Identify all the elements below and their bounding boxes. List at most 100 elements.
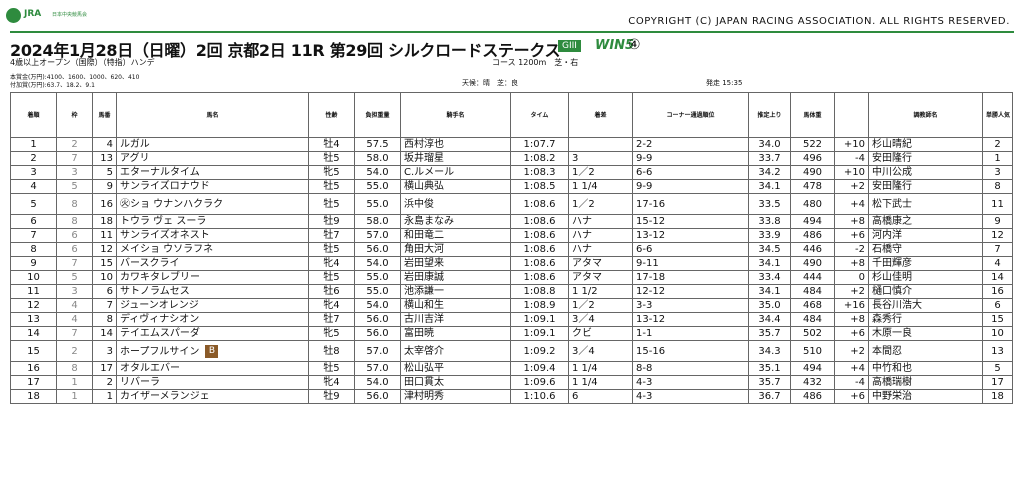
trainer-value: 河内洋 bbox=[872, 230, 902, 241]
cell-num: 10 bbox=[92, 270, 117, 285]
weight-value: 58.0 bbox=[366, 216, 389, 227]
cell-pos: 3 bbox=[10, 165, 57, 180]
win5-logo: WIN5 bbox=[595, 38, 635, 53]
horse-value: バースクライ bbox=[120, 258, 180, 269]
weight-value: 54.0 bbox=[366, 377, 389, 388]
cell-weight: 54.0 bbox=[354, 165, 401, 180]
cell-frame: 2 bbox=[56, 137, 93, 152]
cell-sex: 牡6 bbox=[308, 284, 355, 299]
cell-horse: エターナルタイム bbox=[116, 165, 309, 180]
cell-weight: 55.0 bbox=[354, 179, 401, 194]
cell-jockey: 松山弘平 bbox=[400, 361, 511, 376]
jockey-value: 富田暁 bbox=[404, 328, 434, 339]
pos-value: 16 bbox=[27, 363, 40, 374]
margin-value: 1／2 bbox=[572, 167, 595, 178]
trainer-value: 本間忍 bbox=[872, 345, 902, 357]
cell-last3f: 33.8 bbox=[748, 214, 791, 229]
diff-value: -2 bbox=[855, 244, 865, 255]
corner-value: 15-16 bbox=[636, 345, 666, 357]
horse-value: アグリ bbox=[120, 153, 150, 164]
table-row: 4 5 9 サンライズロナウド 牡5 55.0 横山典弘 1:08.5 1 1/4 9-9 34.1… bbox=[10, 179, 1013, 194]
cell-horse: サンライズロナウド bbox=[116, 179, 309, 194]
cell-sex: 牡5 bbox=[308, 179, 355, 194]
table-row: 11 3 6 サトノラムセス 牡6 55.0 池添謙一 1:08.8 1 1/2 12-12 34.… bbox=[10, 284, 1013, 299]
cell-num: 13 bbox=[92, 151, 117, 166]
table-header: 着順枠馬番 馬名 性齢 負担重量 騎手名 タイム 着差 コーナー通過順位 推定上り 馬体重 調教師名… bbox=[10, 92, 1013, 138]
sex-value: 牝4 bbox=[323, 258, 340, 269]
cell-pop: 7 bbox=[982, 242, 1013, 257]
cell-last3f: 33.4 bbox=[748, 270, 791, 285]
margin-value: 1／2 bbox=[572, 300, 595, 311]
sex-value: 牡8 bbox=[323, 345, 340, 357]
pop-value: 8 bbox=[994, 181, 1001, 192]
trainer-value: 松下武士 bbox=[872, 198, 912, 210]
jockey-value: C.ルメール bbox=[404, 167, 455, 178]
cell-jockey: 岩田康誠 bbox=[400, 270, 511, 285]
cell-weight: 56.0 bbox=[354, 312, 401, 327]
cell-diff: +6 bbox=[834, 326, 869, 341]
table-row: 7 6 11 サンライズオネスト 牡7 57.0 和田竜二 1:08.6 ハナ 13-12 33.9… bbox=[10, 228, 1013, 243]
pop-value: 18 bbox=[991, 391, 1004, 402]
cell-corner: 8-8 bbox=[632, 361, 749, 376]
cell-diff: -4 bbox=[834, 375, 869, 390]
trainer-value: 安田隆行 bbox=[872, 153, 912, 164]
table-row: 9 7 15 バースクライ 牝4 54.0 岩田望来 1:08.6 アタマ 9-11 34.1 490… bbox=[10, 256, 1013, 271]
cell-jockey: 津村明秀 bbox=[400, 389, 511, 404]
horse-value: リバーラ bbox=[120, 377, 160, 388]
horse-value: ㊋ショ ウナンハクラク bbox=[120, 198, 224, 210]
horse-value: サンライズロナウド bbox=[120, 181, 210, 192]
margin-value: 6 bbox=[572, 391, 579, 402]
cell-time: 1:08.3 bbox=[510, 165, 569, 180]
weight-value: 55.0 bbox=[366, 286, 389, 297]
cell-time: 1:09.1 bbox=[510, 326, 569, 341]
cell-horse: オタルエバー bbox=[116, 361, 309, 376]
last3f-value: 33.4 bbox=[758, 272, 781, 283]
corner-value: 17-18 bbox=[636, 272, 666, 283]
diff-value: +2 bbox=[850, 286, 865, 297]
weight-value: 56.0 bbox=[366, 328, 389, 339]
jockey-value: 角田大河 bbox=[404, 244, 444, 255]
cell-body: 478 bbox=[790, 179, 835, 194]
jockey-value: 津村明秀 bbox=[404, 391, 444, 402]
pop-value: 2 bbox=[994, 139, 1001, 150]
horse-value: エターナルタイム bbox=[120, 167, 200, 178]
sex-value: 牡7 bbox=[323, 314, 340, 325]
cell-weight: 56.0 bbox=[354, 242, 401, 257]
cell-corner: 17-18 bbox=[632, 270, 749, 285]
table-row: 18 1 1 カイザーメランジェ 牡9 56.0 津村明秀 1:10.6 6 4-3 36.7 486… bbox=[10, 389, 1013, 404]
num-value: 1 bbox=[106, 391, 113, 402]
margin-value: 1 1/4 bbox=[572, 181, 598, 192]
time-value: 1:08.6 bbox=[523, 216, 556, 227]
trainer-value: 長谷川浩大 bbox=[872, 300, 922, 311]
race-title: 2024年1月28日（日曜）2回 京都2日 11R 第29回 シルクロードステー… bbox=[10, 41, 561, 60]
table-row: 1 2 4 ルガル 牡4 57.5 西村淳也 1:07.7 2-2 34.0 522 +10 杉山晴紀 2 bbox=[10, 137, 1013, 152]
column-header-weight: 負担重量 bbox=[354, 92, 401, 138]
race-conditions: 4歳以上オープン（国際）（特指）ハンデ bbox=[10, 58, 155, 67]
cell-jockey: 永島まなみ bbox=[400, 214, 511, 229]
margin-value: 1 1/4 bbox=[572, 363, 598, 374]
corner-value: 1-1 bbox=[636, 328, 653, 339]
body-value: 510 bbox=[802, 345, 823, 357]
cell-frame: 5 bbox=[56, 179, 93, 194]
sex-value: 牝4 bbox=[323, 377, 340, 388]
cell-horse: アグリ bbox=[116, 151, 309, 166]
cell-body: 522 bbox=[790, 137, 835, 152]
cell-margin bbox=[568, 137, 633, 152]
pos-value: 5 bbox=[30, 198, 37, 210]
time-value: 1:09.2 bbox=[523, 345, 556, 357]
cell-pop: 2 bbox=[982, 137, 1013, 152]
pop-value: 10 bbox=[991, 328, 1004, 339]
trainer-value: 中野栄治 bbox=[872, 391, 912, 402]
table-row: 8 6 12 メイショ ウソラフネ 牡5 56.0 角田大河 1:08.6 ハナ 6-6 34.5 4… bbox=[10, 242, 1013, 257]
column-header-time: タイム bbox=[510, 92, 569, 138]
horse-value: サンライズオネスト bbox=[120, 230, 210, 241]
margin-value: ハナ bbox=[572, 216, 592, 227]
pos-value: 17 bbox=[27, 377, 40, 388]
frame-value: 7 bbox=[71, 258, 78, 269]
cell-diff: +8 bbox=[834, 256, 869, 271]
pos-value: 6 bbox=[30, 216, 37, 227]
pos-value: 1 bbox=[30, 139, 37, 150]
time-value: 1:09.6 bbox=[523, 377, 556, 388]
cell-frame: 1 bbox=[56, 375, 93, 390]
column-header-diff bbox=[834, 92, 869, 138]
